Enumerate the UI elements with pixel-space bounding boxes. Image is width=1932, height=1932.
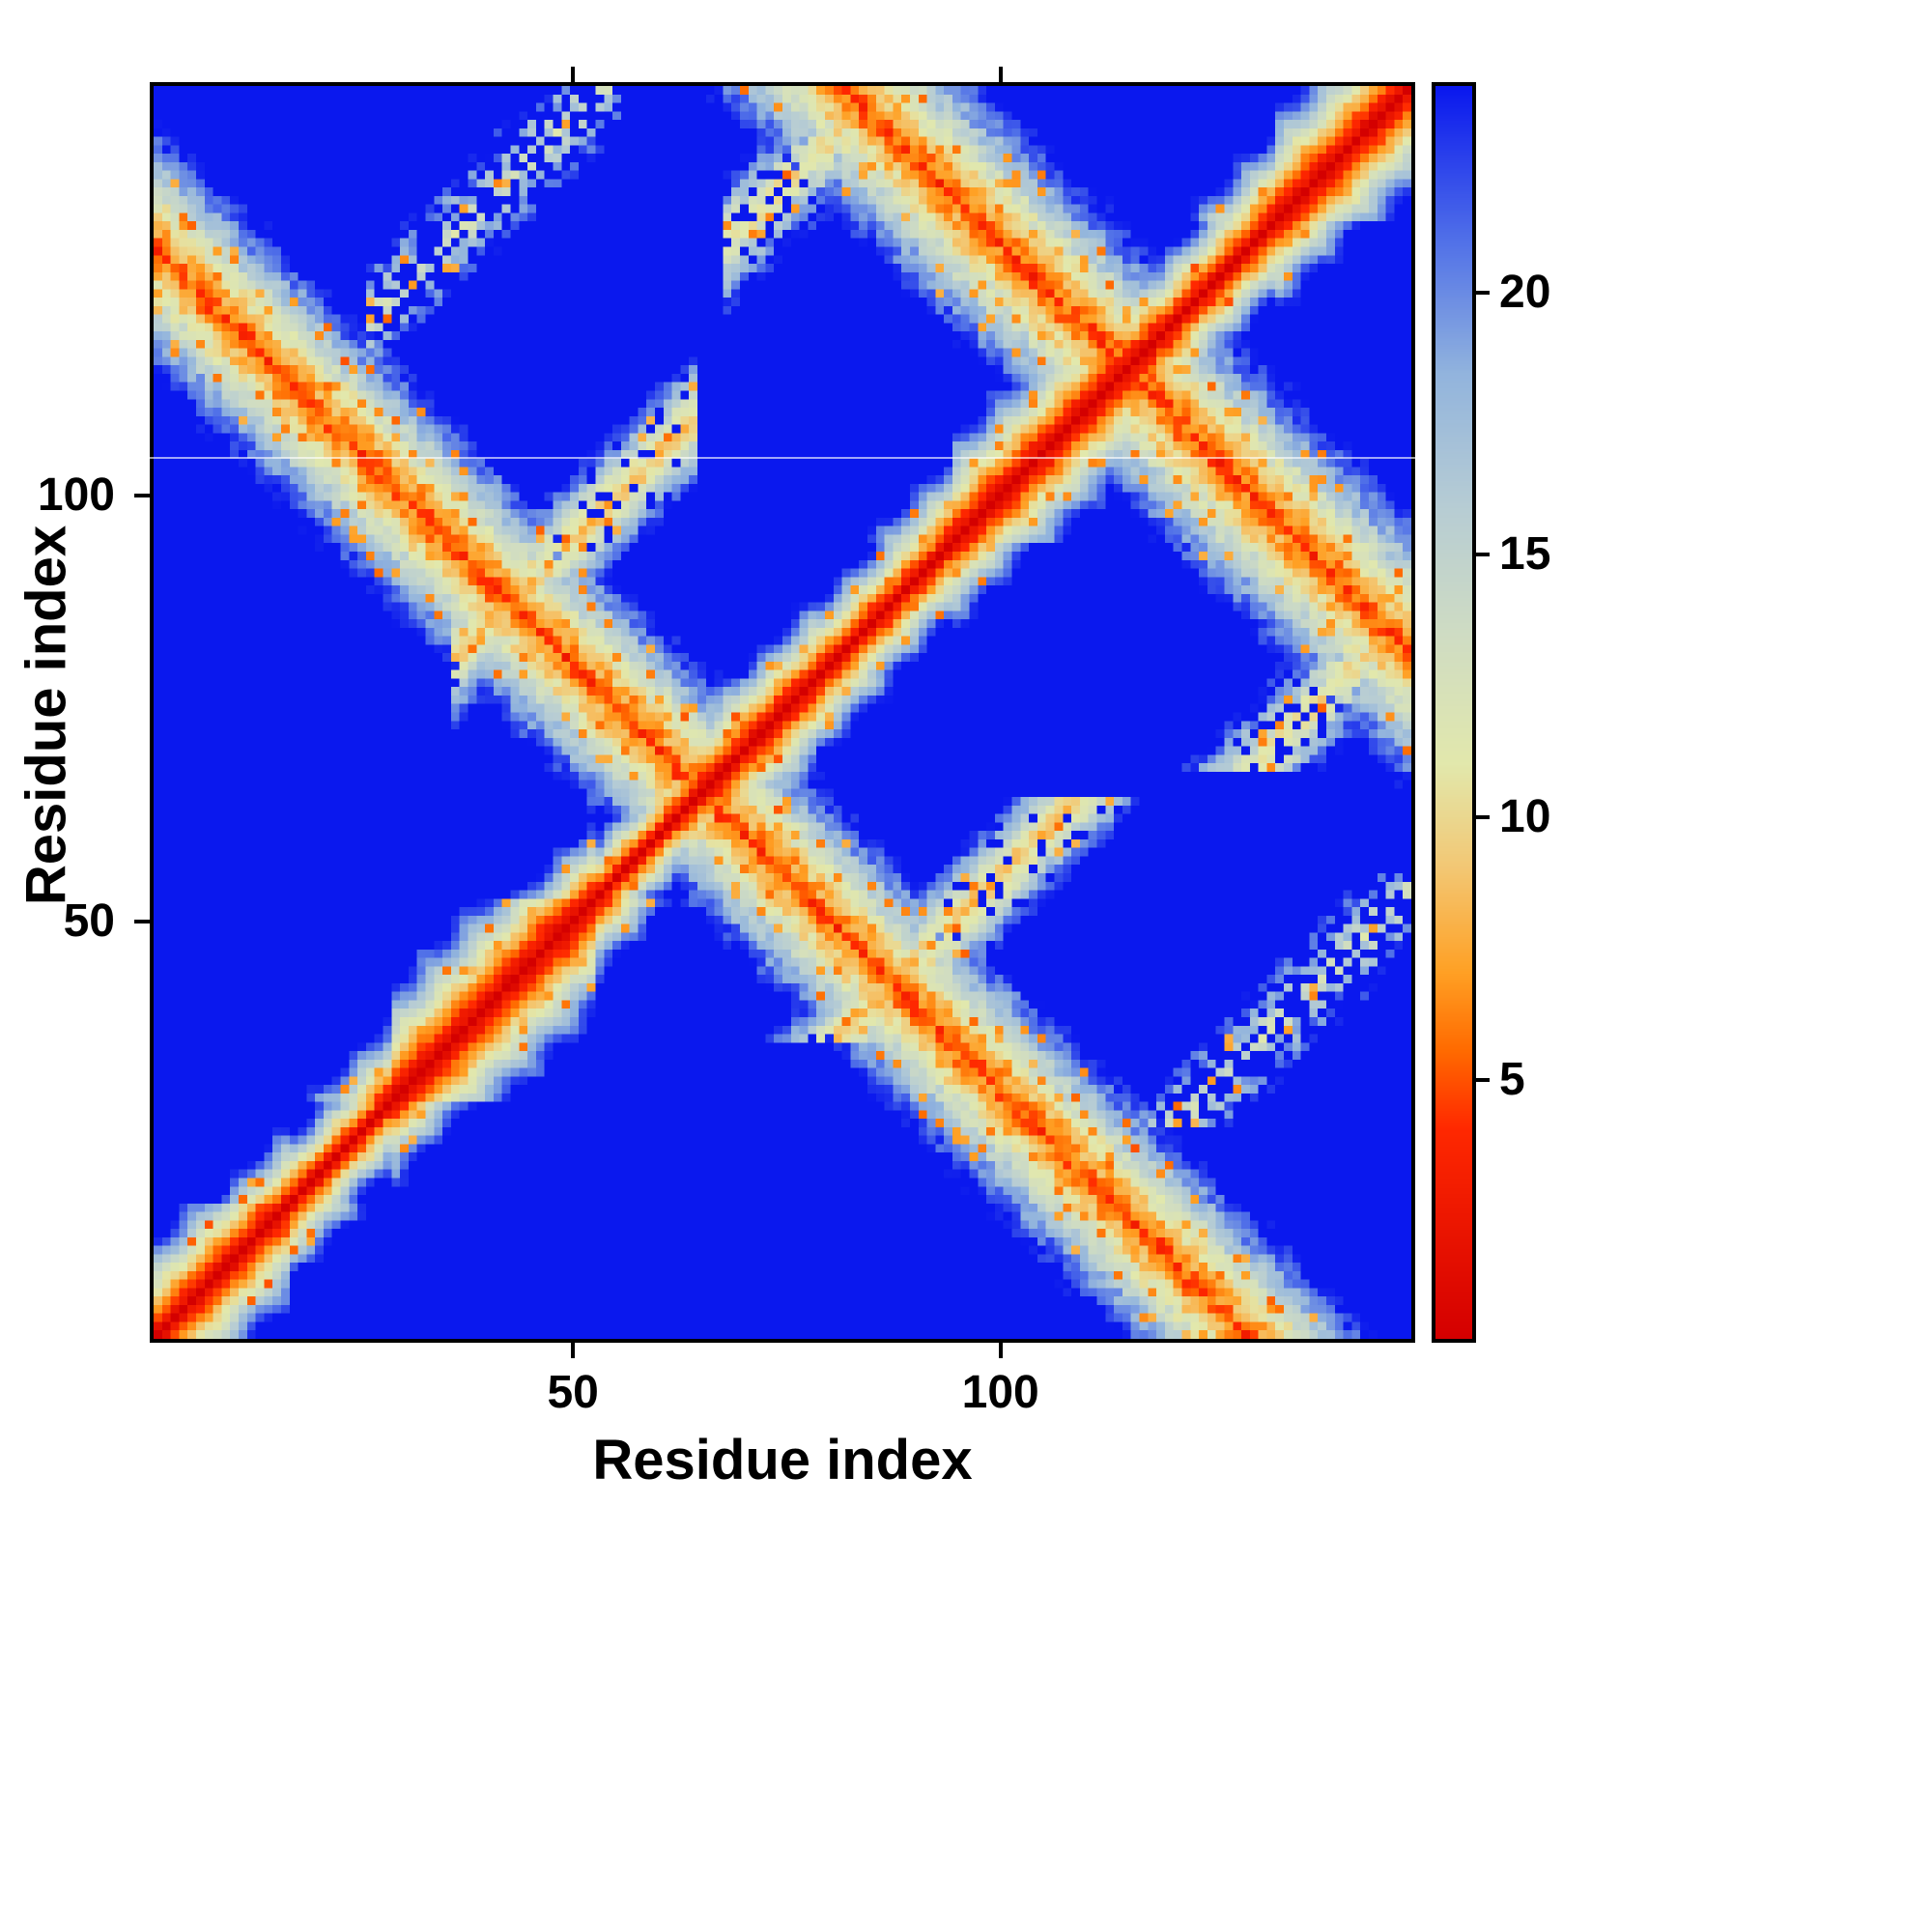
- colorbar-tick-label: 5: [1499, 1054, 1525, 1106]
- y-tick-label: 50: [63, 895, 115, 947]
- y-tick-mark: [134, 493, 150, 497]
- x-tick-label: 50: [547, 1367, 599, 1418]
- colorbar: [1432, 82, 1476, 1343]
- colorbar-tick-label: 10: [1499, 791, 1551, 843]
- distance-map-heatmap: [154, 86, 1411, 1339]
- colorbar-tick-mark: [1476, 815, 1490, 820]
- x-tick-mark: [571, 1343, 576, 1358]
- y-tick-label: 100: [37, 469, 115, 521]
- colorbar-tick-mark: [1476, 290, 1490, 295]
- y-tick-mark: [134, 919, 150, 923]
- x-tick-mark-top: [998, 67, 1003, 82]
- x-tick-label: 100: [961, 1367, 1039, 1418]
- y-axis-label: Residue index: [14, 525, 78, 906]
- colorbar-tick-label: 15: [1499, 528, 1551, 581]
- heatmap-plot-area: [150, 82, 1415, 1343]
- x-tick-mark: [998, 1343, 1003, 1358]
- colorbar-tick-label: 20: [1499, 266, 1551, 318]
- x-axis-label: Residue index: [592, 1429, 973, 1492]
- colorbar-tick-mark: [1476, 553, 1490, 557]
- x-tick-mark-top: [571, 67, 576, 82]
- colorbar-tick-mark: [1476, 1078, 1490, 1083]
- colorbar-gradient: [1435, 86, 1472, 1339]
